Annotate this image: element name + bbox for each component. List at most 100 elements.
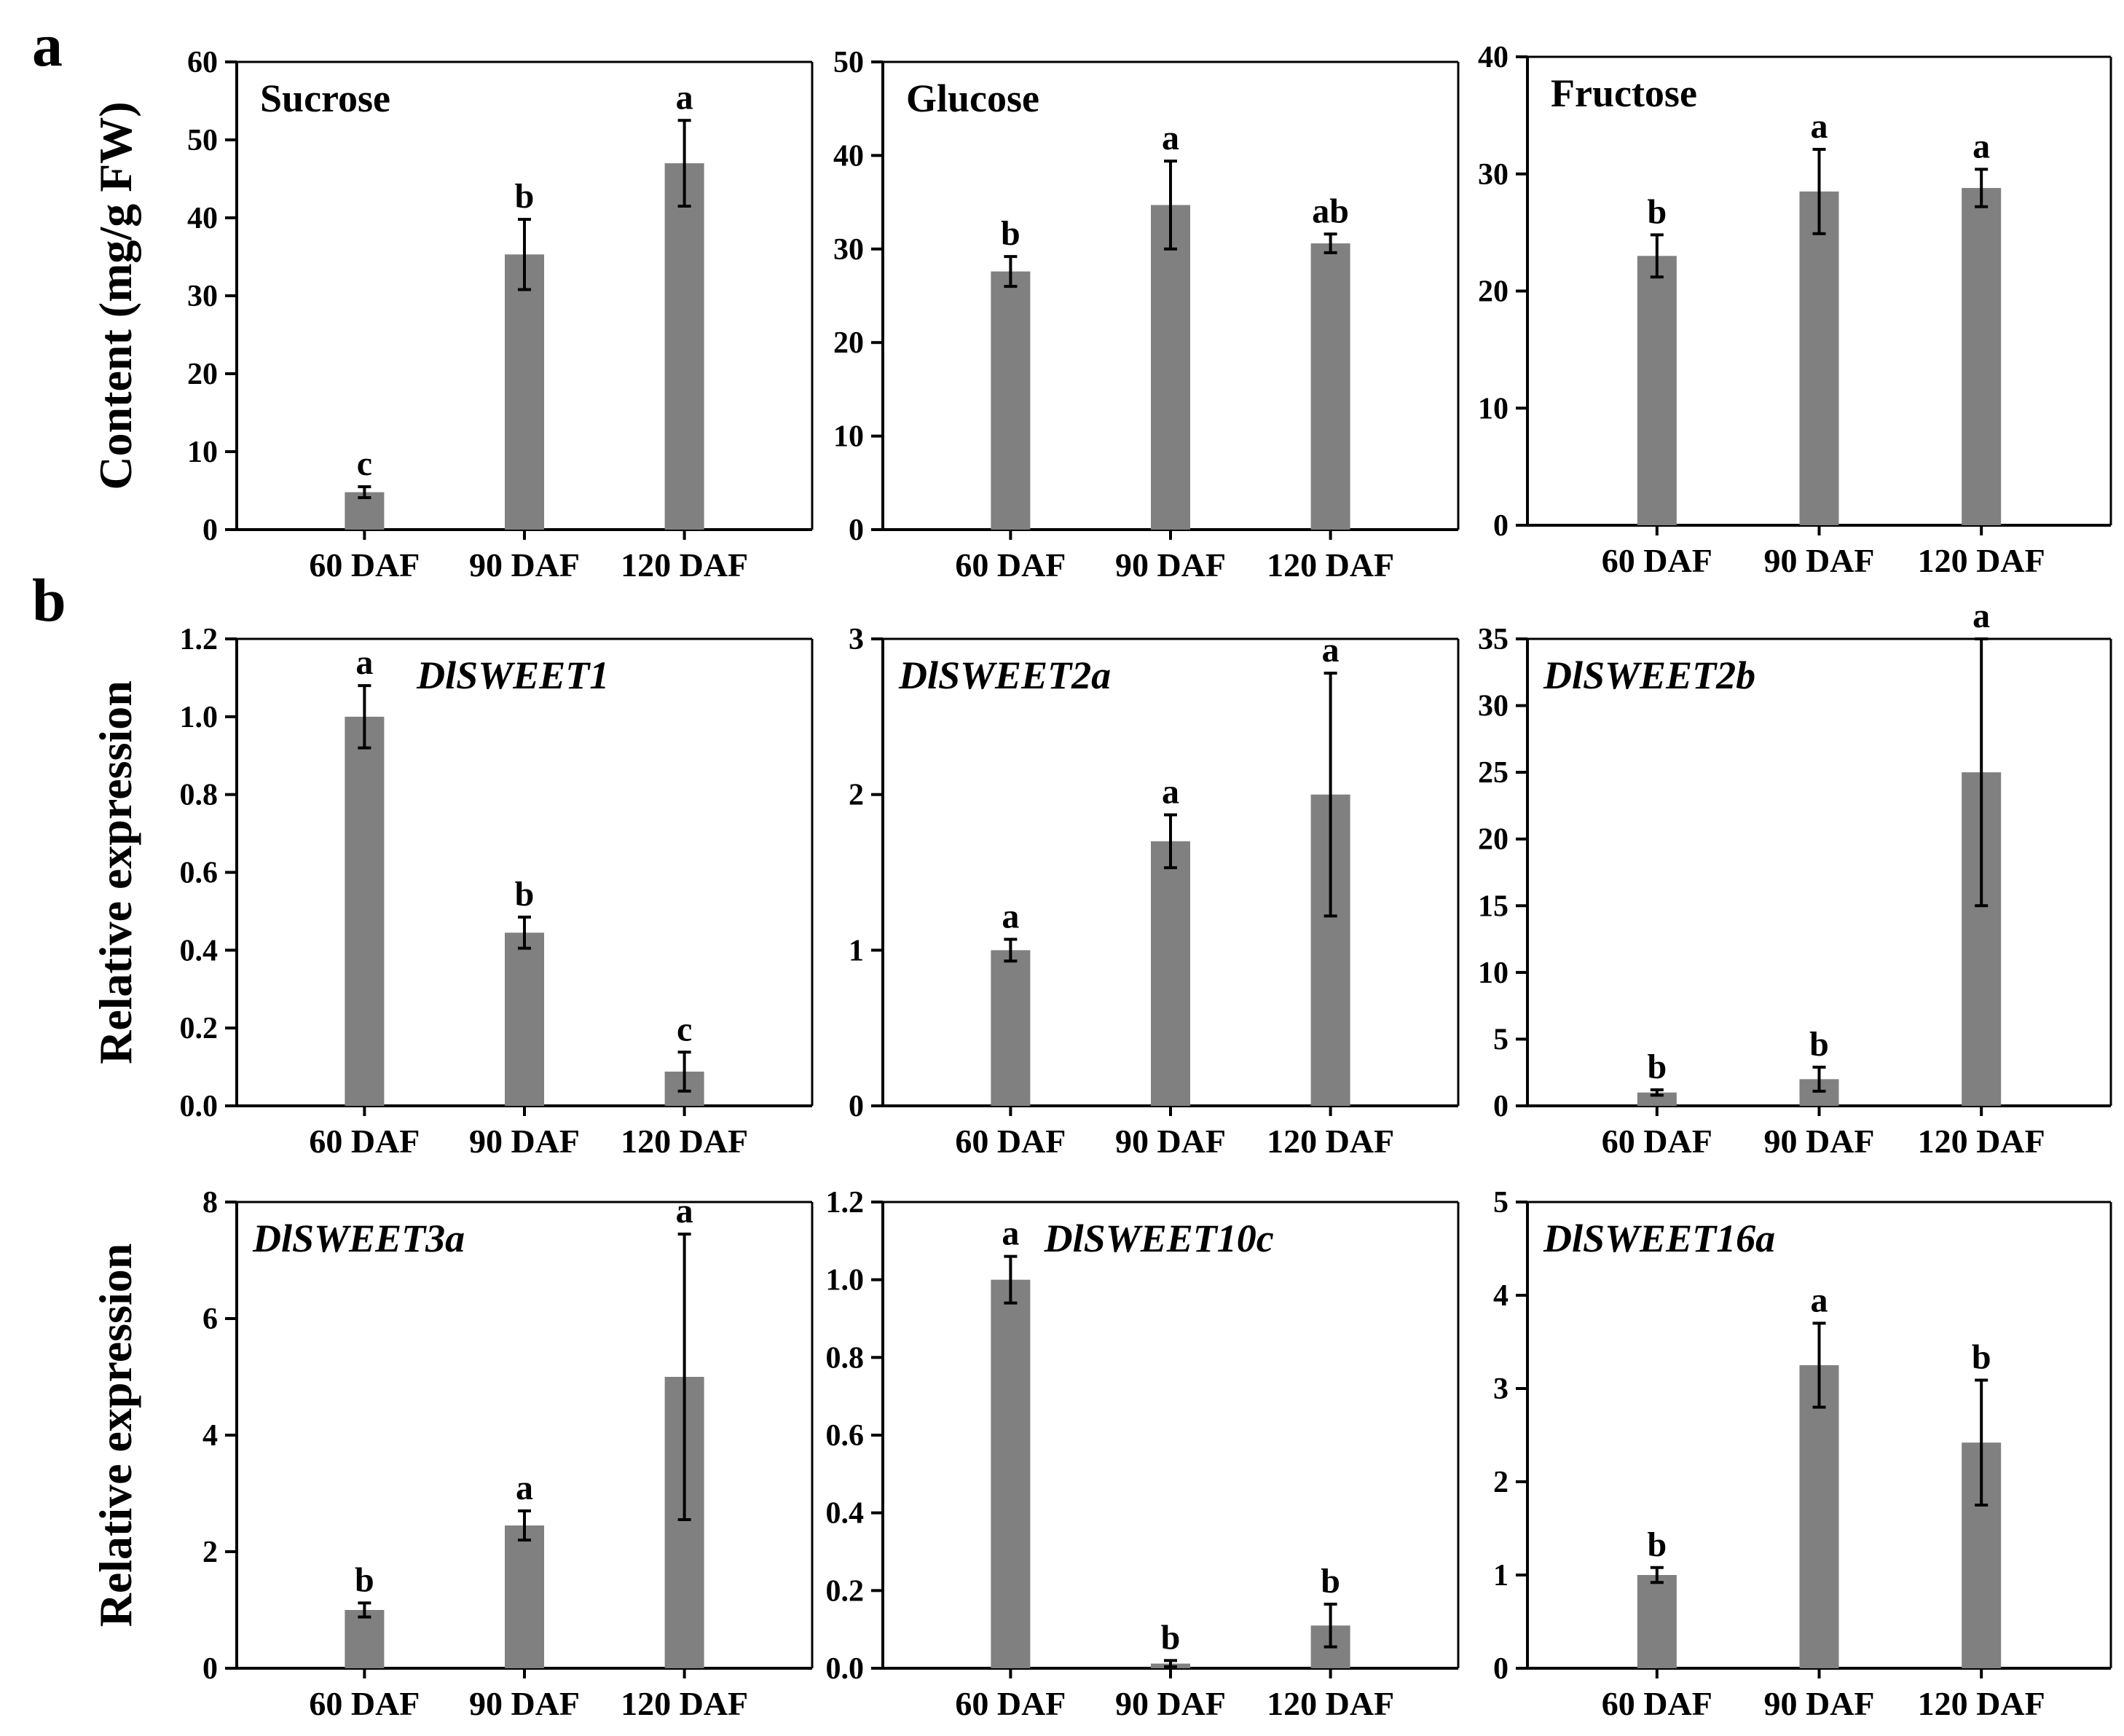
chart3-ytick-label: 20 [1478,275,1509,309]
chart7-bar [345,1610,385,1668]
chart7-sig-letter: a [516,1469,533,1507]
chart2-sig-letter: ab [1312,192,1349,230]
chart9-bar [1637,1575,1677,1668]
chart4-ytick-label: 0.8 [180,779,219,812]
chart1-title: Sucrose [260,76,390,120]
chart3-bar [1962,188,2002,525]
chart1-ytick-label: 0 [202,514,218,547]
chart2-title: Glucose [906,76,1039,120]
chart4-ytick-label: 0.0 [180,1090,219,1123]
chart8-ytick-label: 0.4 [826,1497,865,1531]
chart2-xtick-label: 60 DAF [955,546,1066,584]
chart5-ytick-label: 0 [849,1090,864,1123]
chart1-sig-letter: b [515,177,535,216]
chart1-xtick-label: 60 DAF [309,546,420,584]
chart7-bar [505,1525,544,1668]
chart2-sig-letter: b [1001,214,1020,253]
chart1-sig-letter: c [357,444,372,483]
chart2-bar [1310,243,1350,530]
chart7-xtick-label: 90 DAF [469,1685,580,1722]
chart7-xtick-label: 60 DAF [309,1685,420,1722]
chart6-sig-letter: b [1809,1025,1829,1064]
chart2-ytick-label: 10 [833,420,864,454]
chart7-ytick-label: 0 [202,1652,218,1686]
chart1-ytick-label: 60 [187,46,218,79]
chart7-sig-letter: b [355,1560,374,1599]
chart4-ytick-label: 1.2 [180,623,219,656]
chart3-xtick-label: 60 DAF [1602,542,1712,579]
chart8-title: DlSWEET10c [1044,1217,1274,1260]
chart7-ytick-label: 8 [202,1186,218,1219]
chart6-ytick-label: 30 [1478,690,1509,723]
chart8-ytick-label: 0.8 [826,1341,865,1375]
chart4-sig-letter: c [677,1010,692,1048]
chart1-bar [664,163,704,530]
chart9-bar [1799,1365,1839,1668]
chart2-xtick-label: 120 DAF [1267,546,1394,584]
chart9-xtick-label: 90 DAF [1763,1685,1874,1722]
chart8-bar [991,1279,1031,1668]
chart7-ytick-label: 6 [202,1303,218,1336]
chart3-xtick-label: 90 DAF [1763,542,1874,579]
chart5-bar [991,950,1031,1106]
chart3-sig-letter: a [1811,107,1828,146]
chart1-xtick-label: 120 DAF [621,546,748,584]
chart8-ytick-label: 0.2 [826,1574,865,1608]
chart2-sig-letter: a [1162,119,1179,157]
chart4-sig-letter: b [515,875,535,914]
chart4-bar [345,716,385,1106]
chart5-xtick-label: 90 DAF [1115,1123,1226,1160]
chart2-ytick-label: 30 [833,233,864,267]
chart9-ytick-label: 5 [1493,1186,1509,1219]
chart5-xtick-label: 120 DAF [1267,1123,1394,1160]
chart2-ytick-label: 0 [849,514,864,547]
chart8-ytick-label: 0.0 [826,1652,865,1686]
chart6-xtick-label: 120 DAF [1918,1123,2045,1160]
chart5-title: DlSWEET2a [898,653,1111,697]
chart5-xtick-label: 60 DAF [955,1123,1066,1160]
chart3-sig-letter: a [1972,127,1990,165]
chart4-ytick-label: 0.2 [180,1012,219,1045]
chart8-xtick-label: 60 DAF [955,1685,1066,1722]
chart6-xtick-label: 60 DAF [1602,1123,1712,1160]
chart8-sig-letter: b [1161,1618,1181,1657]
chart9-ytick-label: 0 [1493,1652,1509,1686]
chart8-ytick-label: 0.6 [826,1419,865,1453]
chart3-xtick-label: 120 DAF [1918,542,2045,579]
chart8-ytick-label: 1.0 [826,1264,865,1297]
chart4-xtick-label: 60 DAF [309,1123,420,1160]
chart6-ytick-label: 35 [1478,623,1509,656]
chart9-ytick-label: 1 [1493,1559,1509,1592]
chart9-title: DlSWEET16a [1543,1217,1775,1260]
chart6-bar [1637,1092,1677,1106]
chart4-ytick-label: 0.4 [180,934,219,967]
chart2-bar [1151,205,1190,530]
chart1-ytick-label: 20 [187,358,218,391]
chart7-ytick-label: 2 [202,1536,218,1569]
chart2-ytick-label: 40 [833,139,864,173]
chart8-sig-letter: b [1321,1562,1340,1601]
chart6-ytick-label: 25 [1478,756,1509,790]
chart2-xtick-label: 90 DAF [1115,546,1226,584]
chart4-xtick-label: 120 DAF [621,1123,748,1160]
chart2-ytick-label: 20 [833,326,864,360]
chart7-y-label: Relative expression [90,1244,141,1627]
chart1-ytick-label: 50 [187,124,218,157]
chart1-bar [505,254,544,530]
chart9-xtick-label: 120 DAF [1918,1685,2045,1722]
chart5-ytick-label: 1 [849,934,864,967]
chart8-sig-letter: a [1002,1214,1019,1253]
chart4-bar [505,932,544,1106]
chart9-sig-letter: b [1647,1525,1667,1564]
chart5-bar [1151,841,1190,1106]
chart6-title: DlSWEET2b [1543,653,1755,697]
chart4-xtick-label: 90 DAF [469,1123,580,1160]
chart2-bar [991,271,1031,530]
chart4-ytick-label: 0.6 [180,857,219,890]
chart6-sig-letter: a [1972,597,1990,635]
chart1-ytick-label: 40 [187,202,218,235]
chart6-xtick-label: 90 DAF [1763,1123,1874,1160]
chart1-sig-letter: a [676,78,693,117]
chart4-sig-letter: a [355,643,373,682]
